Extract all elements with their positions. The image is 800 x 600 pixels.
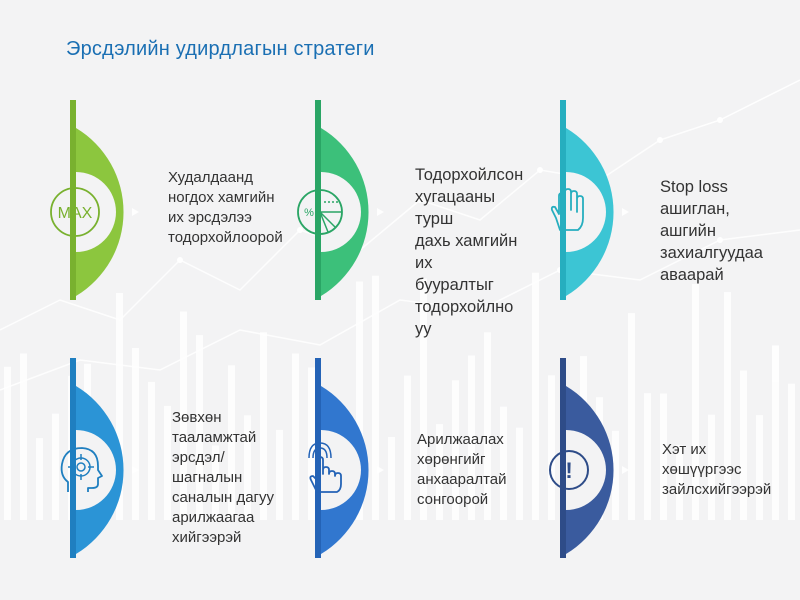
background-bar xyxy=(612,430,619,520)
background-bar xyxy=(212,445,219,520)
background-bar xyxy=(468,355,475,520)
pie-chart-icon: % xyxy=(297,189,343,235)
background-bar xyxy=(308,367,315,520)
svg-text:MAX: MAX xyxy=(58,205,93,222)
background-bar xyxy=(276,429,283,520)
background-bar xyxy=(676,444,683,520)
background-bar xyxy=(500,406,507,520)
arrow-icon xyxy=(132,466,139,474)
page-title: Эрсдэлийн удирдлагын стратеги xyxy=(66,38,375,60)
card-shape xyxy=(315,358,384,558)
strategy-text-4: Зөвхөн тааламжтай эрсдэл/шагналын саналы… xyxy=(172,409,275,546)
background-bar xyxy=(756,415,763,520)
background-bar xyxy=(628,313,635,520)
max-icon: MAX xyxy=(50,187,100,237)
background-bar xyxy=(356,281,363,520)
background-bar xyxy=(724,292,731,520)
arrow-icon xyxy=(622,466,629,474)
background-bar xyxy=(788,383,795,520)
background-bar xyxy=(228,365,235,520)
arrow-icon xyxy=(622,208,629,216)
svg-text:!: ! xyxy=(565,458,572,483)
background-bar xyxy=(180,311,187,520)
svg-text:%: % xyxy=(304,207,314,219)
strategy-card-1: MAX Худалдаанд ногдох хамгийн их эрсдэлэ… xyxy=(40,100,283,300)
pointer-hand-icon xyxy=(308,442,342,493)
background-bar xyxy=(260,332,267,520)
background-bar xyxy=(372,275,379,520)
arrow-icon xyxy=(377,208,384,216)
arrow-icon xyxy=(132,208,139,216)
background-bar xyxy=(532,272,539,520)
background-bar xyxy=(116,293,123,520)
strategy-text-3: Stop loss ашиглан, ашгийн захиалгуудаа а… xyxy=(660,178,763,284)
background-bar xyxy=(132,348,139,520)
background-bar xyxy=(148,381,155,520)
background-bar xyxy=(452,380,459,520)
warning-icon: ! xyxy=(549,450,589,490)
card-shape xyxy=(560,358,629,558)
background-bar xyxy=(52,413,59,520)
background-bar xyxy=(484,332,491,520)
background-bar xyxy=(404,375,411,520)
background-bar xyxy=(196,335,203,520)
strategy-card-3: Stop loss ашиглан, ашгийн захиалгуудаа а… xyxy=(530,100,770,300)
background-bar xyxy=(516,427,523,520)
background-bar xyxy=(708,414,715,520)
background-bar xyxy=(164,405,171,520)
strategy-text-2: Тодорхойлсон хугацааны турш дахь хамгийн… xyxy=(415,166,524,338)
background-bar xyxy=(660,393,667,520)
background-bar xyxy=(4,366,11,520)
background-bar xyxy=(692,284,699,520)
strategy-card-5: Арилжаалах хөрөнгийг анхааралтай сонгоор… xyxy=(285,358,525,558)
background-bar xyxy=(436,424,443,520)
background-bar xyxy=(772,345,779,520)
background-bar xyxy=(36,438,43,520)
background-bar xyxy=(644,393,651,520)
background-bar xyxy=(244,415,251,520)
background-bar xyxy=(548,375,555,520)
hand-stop-icon xyxy=(550,188,584,231)
background-bar xyxy=(420,278,427,520)
background-bar xyxy=(740,370,747,520)
strategy-text-1: Худалдаанд ногдох хамгийн их эрсдэлээ то… xyxy=(168,169,283,246)
card-shape xyxy=(70,358,139,558)
strategy-text-6: Хэт их хөшүүргээс зайлсхийгээрэй xyxy=(662,441,772,498)
background-bar xyxy=(388,437,395,520)
strategy-card-2: % Тодорхойлсон хугацааны турш дахь хамги… xyxy=(285,100,525,338)
background-bar xyxy=(20,353,27,520)
arrow-icon xyxy=(377,466,384,474)
strategy-card-4: Зөвхөн тааламжтай эрсдэл/шагналын саналы… xyxy=(40,358,280,558)
strategy-text-5: Арилжаалах хөрөнгийг анхааралтай сонгоор… xyxy=(417,431,507,508)
background-bar xyxy=(292,353,299,520)
strategy-card-6: ! Хэт их хөшүүргээс зайлсхийгээрэй xyxy=(530,358,772,558)
head-target-icon xyxy=(60,447,103,492)
